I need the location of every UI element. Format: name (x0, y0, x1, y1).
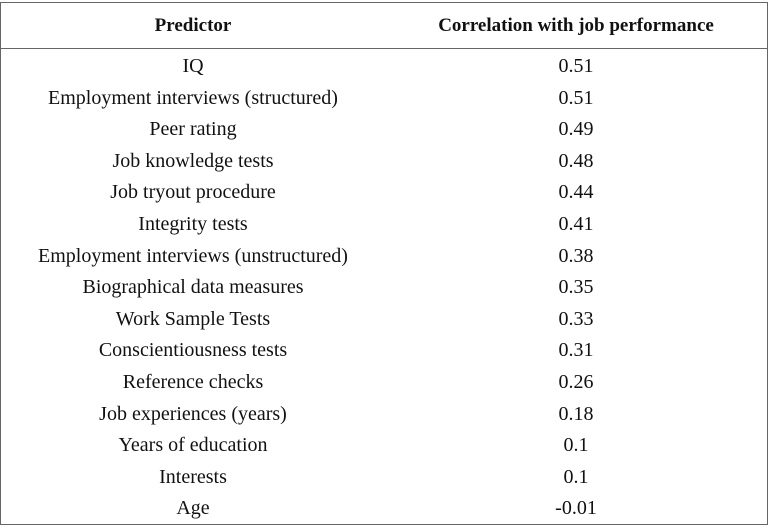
predictor-cell: Work Sample Tests (115, 307, 271, 330)
predictor-cell: Job tryout procedure (110, 181, 276, 204)
table-row: IQ 0.51 (1, 51, 767, 83)
table-row: Job tryout procedure 0.44 (1, 177, 767, 209)
predictor-cell: Peer rating (149, 118, 237, 141)
table-row: Integrity tests 0.41 (1, 209, 767, 241)
predictor-cell: IQ (182, 55, 204, 77)
correlation-cell: 0.38 (558, 244, 594, 267)
predictor-cell: Employment interviews (structured) (48, 86, 338, 109)
correlation-cell: 0.44 (558, 181, 594, 204)
table-row: Biographical data measures 0.35 (1, 272, 767, 304)
predictor-cell: Employment interviews (unstructured) (38, 244, 348, 267)
correlation-cell: 0.26 (558, 371, 594, 393)
table-row: Age -0.01 (1, 493, 767, 525)
correlation-cell: 0.1 (563, 434, 589, 457)
table-row: Job knowledge tests 0.48 (1, 146, 767, 178)
table-row: Employment interviews (structured) 0.51 (1, 83, 767, 115)
correlation-cell: 0.48 (558, 149, 594, 172)
table-row: Conscientiousness tests 0.31 (1, 335, 767, 367)
table-row: Job experiences (years) 0.18 (1, 399, 767, 431)
predictor-cell: Biographical data measures (82, 276, 304, 299)
table-header: Predictor Correlation with job performan… (1, 3, 767, 49)
correlation-cell: 0.51 (558, 55, 594, 77)
predictor-cell: Interests (159, 465, 227, 488)
correlation-cell: 0.51 (558, 86, 594, 109)
table-row: Employment interviews (unstructured) 0.38 (1, 241, 767, 273)
predictor-cell: Age (176, 497, 210, 520)
header-cell: Correlation with job performance (438, 15, 714, 36)
correlation-cell: 0.31 (558, 339, 594, 362)
correlation-cell: -0.01 (555, 497, 597, 520)
predictor-cell: Job experiences (years) (99, 402, 287, 425)
table-row: Work Sample Tests 0.33 (1, 304, 767, 336)
predictor-cell: Job knowledge tests (112, 149, 274, 172)
table-row: Reference checks 0.26 (1, 367, 767, 399)
correlation-cell: 0.1 (563, 465, 589, 488)
table-row: Years of education 0.1 (1, 430, 767, 462)
table-row: Interests 0.1 (1, 462, 767, 494)
predictor-cell: Integrity tests (138, 213, 248, 235)
correlation-cell: 0.18 (558, 402, 594, 425)
header-cell: Predictor (154, 15, 232, 36)
predictor-cell: Reference checks (122, 371, 264, 393)
table-row: Peer rating 0.49 (1, 114, 767, 146)
correlation-cell: 0.41 (558, 213, 594, 235)
correlation-cell: 0.33 (558, 307, 594, 330)
predictor-cell: Years of education (118, 434, 268, 457)
predictor-cell: Conscientiousness tests (98, 339, 288, 362)
correlation-cell: 0.49 (558, 118, 594, 141)
correlation-cell: 0.35 (558, 276, 594, 299)
